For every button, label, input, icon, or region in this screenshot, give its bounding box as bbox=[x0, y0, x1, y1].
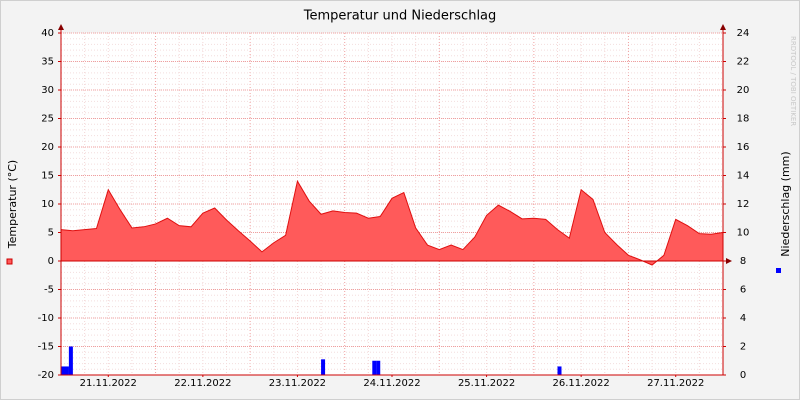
axis-arrow bbox=[726, 258, 732, 264]
watermark: RRDTOOL / TOBI OETIKER bbox=[789, 36, 797, 126]
bar bbox=[557, 366, 562, 375]
y-tick-label: 40 bbox=[41, 28, 54, 39]
y2-tick-label: 8 bbox=[740, 256, 746, 267]
y2-tick-label: 22 bbox=[737, 57, 750, 68]
x-tick-label: 26.11.2022 bbox=[553, 378, 610, 389]
y2-tick-label: 4 bbox=[740, 313, 746, 324]
y2-tick-label: 14 bbox=[737, 171, 750, 182]
bar bbox=[61, 366, 65, 375]
x-tick-label: 22.11.2022 bbox=[174, 378, 231, 389]
chart-title: Temperatur und Niederschlag bbox=[303, 9, 497, 24]
bar bbox=[321, 359, 326, 375]
y-tick-label: 25 bbox=[41, 114, 54, 125]
y-tick-label: -15 bbox=[38, 342, 54, 353]
y-tick-label: 0 bbox=[48, 256, 54, 267]
legend-swatch bbox=[776, 268, 781, 273]
legend-swatch bbox=[6, 258, 13, 265]
y-tick-label: 35 bbox=[41, 57, 54, 68]
y-tick-label: -5 bbox=[44, 285, 54, 296]
y-tick-label: -20 bbox=[38, 370, 54, 381]
y-tick-label: 30 bbox=[41, 85, 54, 96]
x-tick-label: 24.11.2022 bbox=[363, 378, 420, 389]
y2-tick-label: 12 bbox=[737, 199, 750, 210]
y2-tick-label: 0 bbox=[740, 370, 746, 381]
x-tick-label: 25.11.2022 bbox=[458, 378, 515, 389]
y-tick-label: 5 bbox=[48, 228, 54, 239]
y-tick-label: 15 bbox=[41, 171, 54, 182]
y-tick-label: 20 bbox=[41, 142, 54, 153]
bar bbox=[68, 346, 73, 375]
axis-arrow bbox=[720, 24, 726, 30]
axis-arrow bbox=[58, 24, 64, 30]
y-tick-label: -10 bbox=[38, 313, 54, 324]
y2-axis-label: Niederschlag (mm) bbox=[779, 151, 792, 256]
y2-tick-label: 2 bbox=[740, 342, 746, 353]
y2-tick-label: 6 bbox=[740, 285, 746, 296]
y-axis-label: Temperatur (°C) bbox=[6, 160, 19, 249]
y2-tick-label: 18 bbox=[737, 114, 750, 125]
bar bbox=[372, 360, 377, 375]
y-tick-label: 10 bbox=[41, 199, 54, 210]
y2-tick-label: 20 bbox=[737, 85, 750, 96]
bar bbox=[376, 360, 381, 375]
y2-tick-label: 16 bbox=[737, 142, 750, 153]
x-tick-label: 27.11.2022 bbox=[647, 378, 704, 389]
bar bbox=[64, 366, 69, 375]
x-tick-label: 21.11.2022 bbox=[80, 378, 137, 389]
y2-tick-label: 10 bbox=[737, 228, 750, 239]
y2-tick-label: 24 bbox=[737, 28, 750, 39]
x-tick-label: 23.11.2022 bbox=[269, 378, 326, 389]
